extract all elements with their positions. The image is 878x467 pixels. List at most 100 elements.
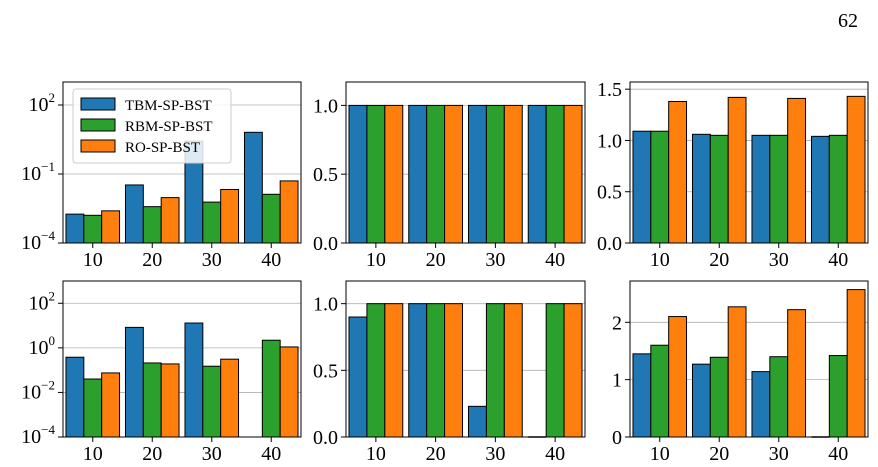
bar [810, 135, 830, 244]
bar [261, 193, 281, 244]
bar [83, 378, 103, 438]
legend: TBM-SP-BST RBM-SP-BST RO-SP-BST [72, 88, 232, 164]
y-tick-label: 0.5 [313, 164, 338, 186]
bar [160, 363, 180, 438]
bar [124, 326, 144, 438]
y-tick-label: 1.0 [313, 294, 338, 316]
axes-frame [629, 81, 869, 244]
bar [527, 104, 547, 244]
y-tick-label: 100 [29, 333, 56, 359]
bar [101, 210, 121, 244]
bar [691, 363, 711, 438]
bar [279, 346, 299, 438]
axes-frame [345, 280, 586, 438]
bar [101, 372, 121, 438]
bar [366, 104, 386, 244]
x-tick-label: 30 [485, 443, 505, 465]
legend-label: RBM-SP-BST [125, 119, 213, 135]
bar [828, 355, 848, 438]
bar [65, 356, 85, 438]
bar [846, 95, 866, 244]
bar [503, 303, 523, 438]
axes-frame [345, 81, 586, 244]
y-tick-label: 102 [29, 288, 56, 314]
chart-panel-2: 0.0 0.5 1.0 10 20 30 40 [313, 81, 586, 271]
bar [184, 322, 204, 438]
bar [846, 289, 866, 438]
bar [709, 134, 729, 244]
y-tick-label: 10−1 [21, 159, 55, 185]
y-tick-label: 1.5 [597, 79, 622, 101]
y-tick-label: 0.0 [313, 233, 338, 255]
bar [751, 371, 771, 438]
x-tick-label: 20 [709, 443, 729, 465]
x-tick-label: 10 [650, 443, 670, 465]
bar [426, 104, 446, 244]
x-tick-label: 20 [142, 249, 162, 271]
bar [348, 316, 368, 438]
chart-panel-5: 0.0 0.5 1.0 10 20 30 40 [313, 280, 586, 465]
bar [787, 309, 807, 438]
x-tick-label: 20 [142, 443, 162, 465]
bar [243, 131, 263, 244]
bar [220, 358, 240, 438]
y-tick-label: 0.5 [597, 182, 622, 204]
bar [83, 214, 103, 244]
chart-panel-1: 10−4 10−1 102 10 20 30 40 [21, 81, 302, 271]
bar [444, 104, 464, 244]
chart-panel-3: 0.0 0.5 1.0 1.5 10 20 30 40 [597, 79, 869, 271]
bar [668, 316, 688, 438]
x-tick-label: 30 [769, 249, 789, 271]
bar [769, 134, 789, 244]
bar [279, 180, 299, 244]
bar [650, 130, 670, 244]
y-tick-label: 0.0 [313, 427, 338, 449]
x-tick-label: 30 [202, 443, 222, 465]
y-tick-label: 1.0 [597, 130, 622, 152]
x-tick-label: 30 [769, 443, 789, 465]
x-tick-label: 40 [828, 443, 848, 465]
y-tick-label: 1 [612, 370, 622, 392]
x-tick-label: 40 [828, 249, 848, 271]
axes-frame [629, 280, 869, 438]
axes-frame [62, 81, 302, 244]
y-tick-label: 1.0 [313, 95, 338, 117]
x-tick-label: 40 [261, 443, 281, 465]
legend-swatch [80, 118, 116, 132]
bar [142, 362, 162, 438]
legend-swatch [80, 139, 116, 153]
bar [503, 104, 523, 244]
bar [160, 197, 180, 244]
legend-label: TBM-SP-BST [125, 98, 212, 114]
y-tick-label: 10−2 [21, 377, 55, 403]
bar [467, 104, 487, 244]
axes-frame [62, 280, 302, 438]
y-tick-label: 10−4 [21, 228, 55, 254]
bar [787, 97, 807, 244]
bar [467, 405, 487, 438]
y-tick-label: 0 [612, 427, 622, 449]
bar [727, 306, 747, 438]
y-tick-label: 0.0 [597, 233, 622, 255]
x-tick-label: 20 [426, 249, 446, 271]
bar [384, 303, 404, 438]
bar [65, 213, 85, 244]
x-tick-label: 20 [709, 249, 729, 271]
x-tick-label: 40 [545, 249, 565, 271]
x-tick-label: 10 [366, 249, 386, 271]
bar [202, 201, 222, 244]
chart-panel-4: 10−4 10−2 100 102 10 20 30 40 [21, 280, 302, 465]
bar [348, 104, 368, 244]
bar [485, 303, 505, 438]
x-tick-label: 40 [545, 443, 565, 465]
x-tick-label: 10 [83, 443, 103, 465]
x-tick-label: 40 [261, 249, 281, 271]
bar [632, 130, 652, 244]
x-tick-label: 10 [650, 249, 670, 271]
y-tick-label: 0.5 [313, 360, 338, 382]
x-tick-label: 30 [202, 249, 222, 271]
bar [632, 353, 652, 438]
bar [408, 104, 428, 244]
x-tick-label: 30 [485, 249, 505, 271]
